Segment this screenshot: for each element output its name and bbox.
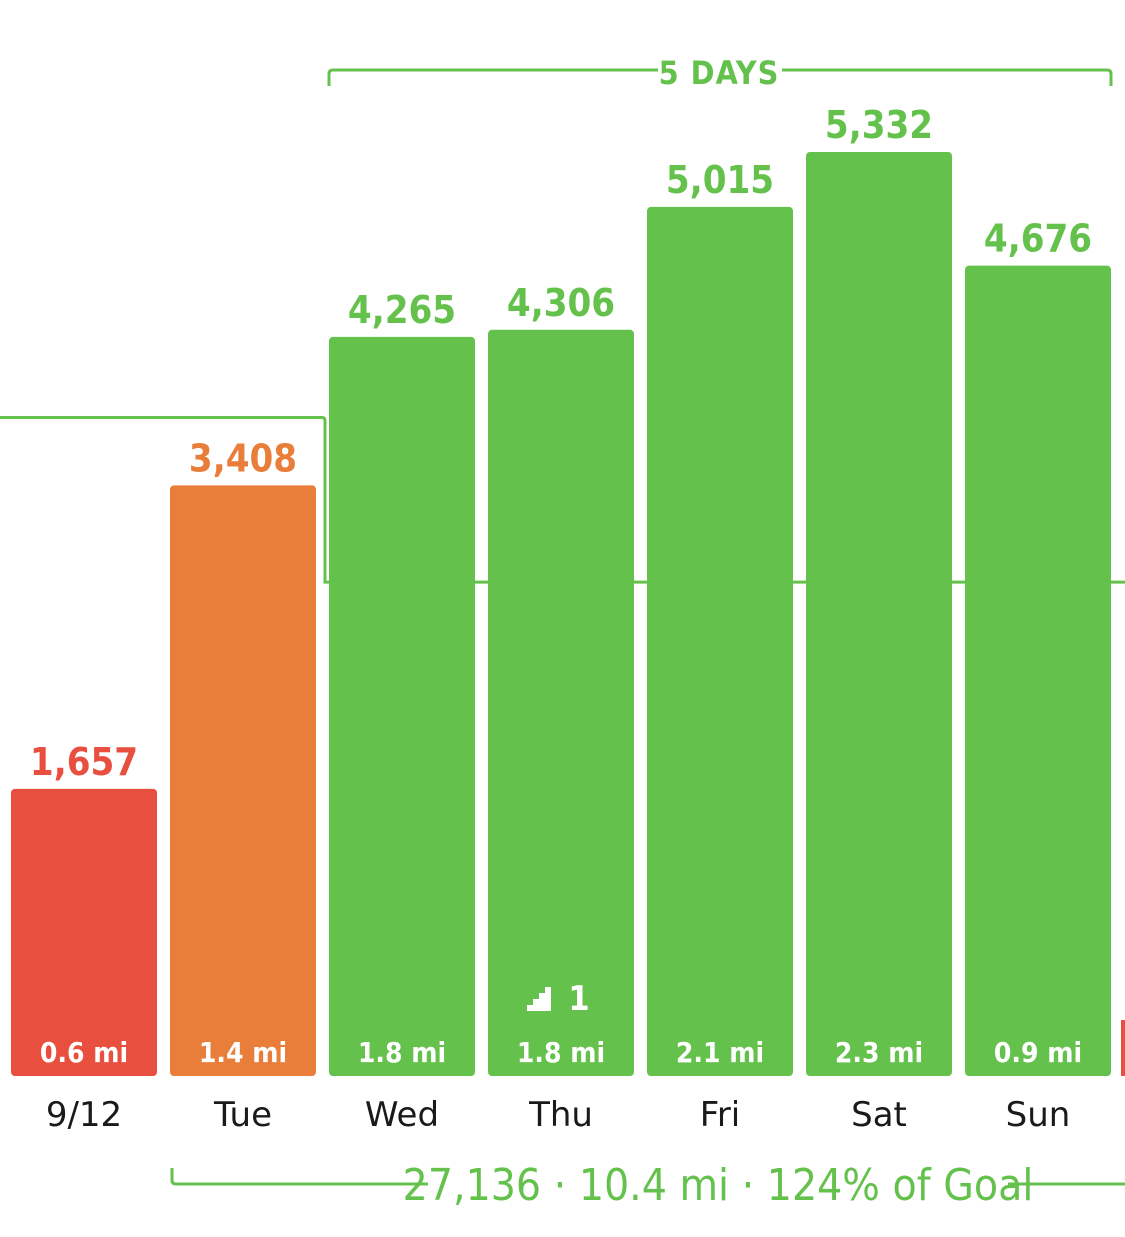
- goal-line: [0, 415, 1125, 584]
- bar-wed[interactable]: [329, 336, 475, 1077]
- next-bar-sliver[interactable]: [1121, 1020, 1125, 1076]
- bar-sun[interactable]: [965, 265, 1111, 1076]
- distance-label-9-12: 0.6 mi: [40, 1036, 128, 1069]
- category-label-sat[interactable]: Sat: [851, 1095, 907, 1135]
- bar-thu[interactable]: [488, 329, 634, 1076]
- distance-label-tue: 1.4 mi: [199, 1036, 287, 1069]
- streak-bracket-right: [782, 68, 1113, 86]
- value-label-fri: 5,015: [666, 158, 774, 202]
- distance-label-wed: 1.8 mi: [358, 1036, 446, 1069]
- bar-sat[interactable]: [806, 152, 952, 1076]
- value-label-thu: 4,306: [507, 281, 615, 325]
- bar-9-12[interactable]: [11, 788, 157, 1076]
- value-label-sun: 4,676: [984, 217, 1092, 261]
- streak-bracket: 5 DAYS: [327, 54, 1113, 92]
- bar-tue[interactable]: [170, 485, 316, 1076]
- streak-bracket-left: [327, 68, 658, 86]
- streak-label: 5 DAYS: [659, 54, 780, 92]
- category-label-fri[interactable]: Fri: [700, 1095, 741, 1135]
- distance-label-fri: 2.1 mi: [676, 1036, 764, 1069]
- category-label-9-12[interactable]: 9/12: [46, 1095, 122, 1135]
- value-label-sat: 5,332: [825, 103, 933, 147]
- category-label-tue[interactable]: Tue: [213, 1095, 272, 1135]
- summary-bracket-left: [170, 1168, 428, 1186]
- floors-count: 1: [568, 979, 589, 1019]
- category-label-thu[interactable]: Thu: [528, 1095, 593, 1135]
- distance-label-sat: 2.3 mi: [835, 1036, 923, 1069]
- category-label-wed[interactable]: Wed: [365, 1095, 439, 1135]
- distance-label-sun: 0.9 mi: [994, 1036, 1082, 1069]
- distance-label-thu: 1.8 mi: [517, 1036, 605, 1069]
- value-label-9-12: 1,657: [30, 740, 138, 784]
- stairs-icon: [527, 987, 551, 1011]
- category-label-sun[interactable]: Sun: [1006, 1095, 1071, 1135]
- bar-fri[interactable]: [647, 206, 793, 1077]
- value-label-tue: 3,408: [189, 436, 297, 480]
- value-label-wed: 4,265: [348, 288, 456, 332]
- summary-text: 27,136 · 10.4 mi · 124% of Goal: [403, 1160, 1034, 1211]
- weekly-summary: 27,136 · 10.4 mi · 124% of Goal: [170, 1160, 1125, 1211]
